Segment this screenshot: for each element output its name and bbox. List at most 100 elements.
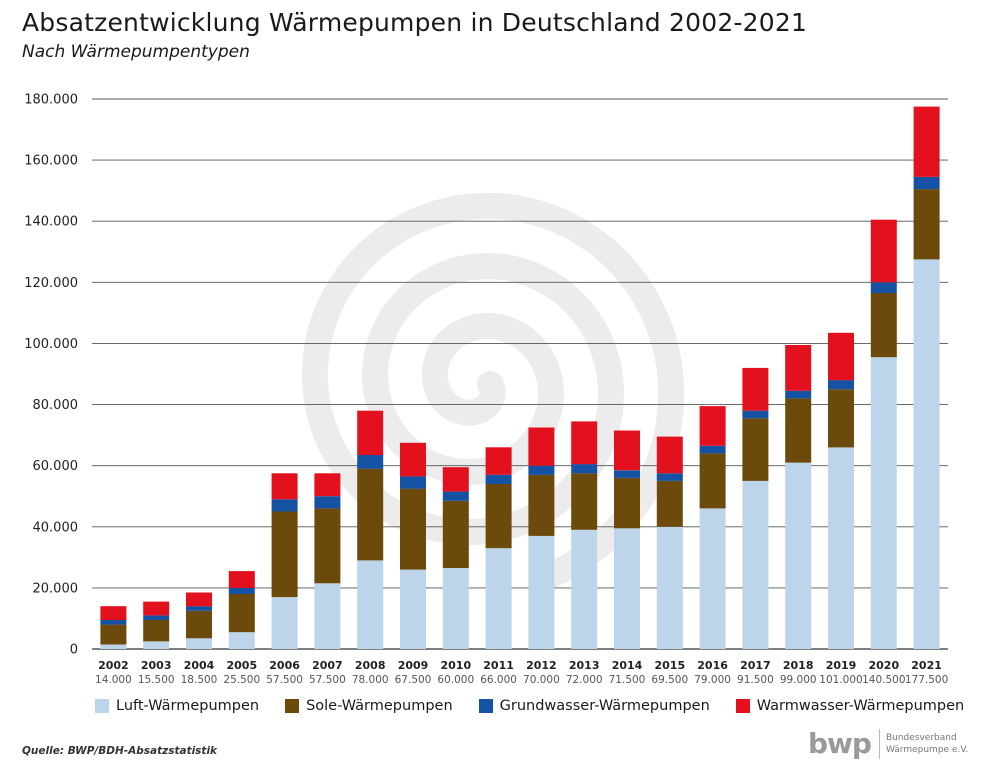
bar-grundwasser-2003 xyxy=(143,615,170,620)
bar-luft-2014 xyxy=(614,528,640,649)
bar-sole-2021 xyxy=(913,189,940,260)
bar-sole-2004 xyxy=(186,610,212,639)
x-total-label: 25.500 xyxy=(223,674,260,686)
legend-item-sole: Sole-Wärmepumpen xyxy=(285,698,453,714)
x-total-label: 72.000 xyxy=(566,674,603,686)
x-tick-label: 2006 xyxy=(269,659,300,672)
legend-item-warmwasser: Warmwasser-Wärmepumpen xyxy=(735,698,964,714)
x-total-label: 69.500 xyxy=(651,674,688,686)
bar-grundwasser-2016 xyxy=(699,445,726,454)
y-tick-label: 0 xyxy=(70,643,78,658)
bar-sole-2020 xyxy=(870,293,897,358)
x-total-label: 14.000 xyxy=(95,674,132,686)
y-tick-label: 100.000 xyxy=(24,337,78,352)
bar-sole-2003 xyxy=(143,620,170,642)
legend: Luft-Wärmepumpen Sole-Wärmepumpen Grundw… xyxy=(95,698,964,714)
x-tick-label: 2003 xyxy=(141,659,172,672)
logo-mark: bwp xyxy=(808,727,872,760)
x-tick-label: 2019 xyxy=(826,659,857,672)
bar-grundwasser-2010 xyxy=(442,491,469,501)
x-tick-label: 2014 xyxy=(612,659,643,672)
bar-warmwasser-2006 xyxy=(271,473,298,500)
chart-title: Absatzentwicklung Wärmepumpen in Deutsch… xyxy=(22,8,808,37)
bar-grundwasser-2014 xyxy=(614,470,640,478)
x-total-label: 66.000 xyxy=(480,674,517,686)
bar-sole-2002 xyxy=(100,624,127,645)
bar-warmwasser-2004 xyxy=(186,592,212,607)
bar-sole-2019 xyxy=(828,389,854,448)
y-tick-label: 160.000 xyxy=(24,154,78,169)
bars xyxy=(100,106,940,649)
bar-warmwasser-2016 xyxy=(699,406,726,446)
bar-luft-2009 xyxy=(400,569,426,649)
bar-grundwasser-2004 xyxy=(186,606,212,611)
bar-grundwasser-2015 xyxy=(656,473,683,481)
bar-luft-2013 xyxy=(571,529,598,649)
bar-sole-2010 xyxy=(442,500,469,568)
stacked-bar-chart: 0 20.000 40.000 60.000 80.000 100.000 120.000 1… xyxy=(24,93,948,687)
bar-luft-2020 xyxy=(870,357,897,649)
bar-warmwasser-2002 xyxy=(100,606,127,620)
bar-sole-2012 xyxy=(528,474,555,536)
logo-line-1: Bundesverband xyxy=(885,732,957,743)
x-total-label: 57.500 xyxy=(309,674,346,686)
bar-warmwasser-2012 xyxy=(528,427,555,466)
legend-label-sole: Sole-Wärmepumpen xyxy=(306,698,453,714)
bar-luft-2005 xyxy=(228,632,255,649)
bar-warmwasser-2008 xyxy=(357,410,384,455)
y-axis: 0 20.000 40.000 60.000 80.000 100.000 120.000 1… xyxy=(24,93,78,658)
x-total-label: 67.500 xyxy=(395,674,432,686)
grid-lines xyxy=(92,98,948,650)
bar-grundwasser-2009 xyxy=(400,476,426,489)
x-tick-label: 2018 xyxy=(783,659,814,672)
bar-luft-2010 xyxy=(442,568,469,649)
x-tick-label: 2016 xyxy=(697,659,728,672)
bar-warmwasser-2011 xyxy=(485,447,512,475)
bwp-logo: bwp Bundesverband Wärmepumpe e.V. xyxy=(808,727,968,760)
x-total-label: 18.500 xyxy=(181,674,218,686)
y-tick-label: 20.000 xyxy=(33,581,79,596)
x-tick-label: 2002 xyxy=(98,659,129,672)
chart-subtitle: Nach Wärmepumpentypen xyxy=(22,42,250,62)
x-tick-label: 2011 xyxy=(483,659,514,672)
bar-warmwasser-2019 xyxy=(828,332,854,381)
y-tick-label: 120.000 xyxy=(24,276,78,291)
x-total-label: 177.500 xyxy=(905,674,948,686)
bar-warmwasser-2021 xyxy=(913,106,940,177)
bar-warmwasser-2007 xyxy=(314,473,341,497)
bar-luft-2019 xyxy=(828,447,854,649)
x-total-label: 70.000 xyxy=(523,674,560,686)
y-tick-label: 60.000 xyxy=(33,459,79,474)
y-tick-label: 140.000 xyxy=(24,215,78,230)
y-tick-label: 180.000 xyxy=(24,93,78,108)
x-total-label: 79.000 xyxy=(694,674,731,686)
x-tick-label: 2012 xyxy=(526,659,557,672)
bar-warmwasser-2009 xyxy=(400,442,426,477)
watermark-spiral xyxy=(301,192,685,592)
bar-grundwasser-2011 xyxy=(485,474,512,484)
bar-warmwasser-2018 xyxy=(785,345,812,391)
bar-luft-2002 xyxy=(100,644,127,649)
bar-warmwasser-2017 xyxy=(742,367,769,411)
x-tick-label: 2021 xyxy=(911,659,942,672)
x-total-label: 71.500 xyxy=(609,674,646,686)
bar-luft-2017 xyxy=(742,480,769,649)
x-tick-label: 2013 xyxy=(569,659,600,672)
logo-divider xyxy=(878,728,880,759)
x-tick-label: 2008 xyxy=(355,659,386,672)
x-tick-label: 2015 xyxy=(654,659,685,672)
legend-item-grundwasser: Grundwasser-Wärmepumpen xyxy=(478,698,710,714)
bar-sole-2013 xyxy=(571,473,598,530)
bar-warmwasser-2014 xyxy=(614,430,640,471)
bar-sole-2005 xyxy=(228,594,255,633)
bar-warmwasser-2015 xyxy=(656,436,683,474)
bar-sole-2017 xyxy=(742,418,769,481)
x-total-label: 99.000 xyxy=(780,674,817,686)
bar-grundwasser-2012 xyxy=(528,465,555,475)
legend-swatch-grundwasser xyxy=(478,699,493,713)
x-tick-label: 2009 xyxy=(398,659,429,672)
x-tick-label: 2020 xyxy=(868,659,899,672)
bar-grundwasser-2002 xyxy=(100,620,127,625)
logo-text: Bundesverband Wärmepumpe e.V. xyxy=(886,732,968,756)
x-total-label: 140.500 xyxy=(862,674,905,686)
